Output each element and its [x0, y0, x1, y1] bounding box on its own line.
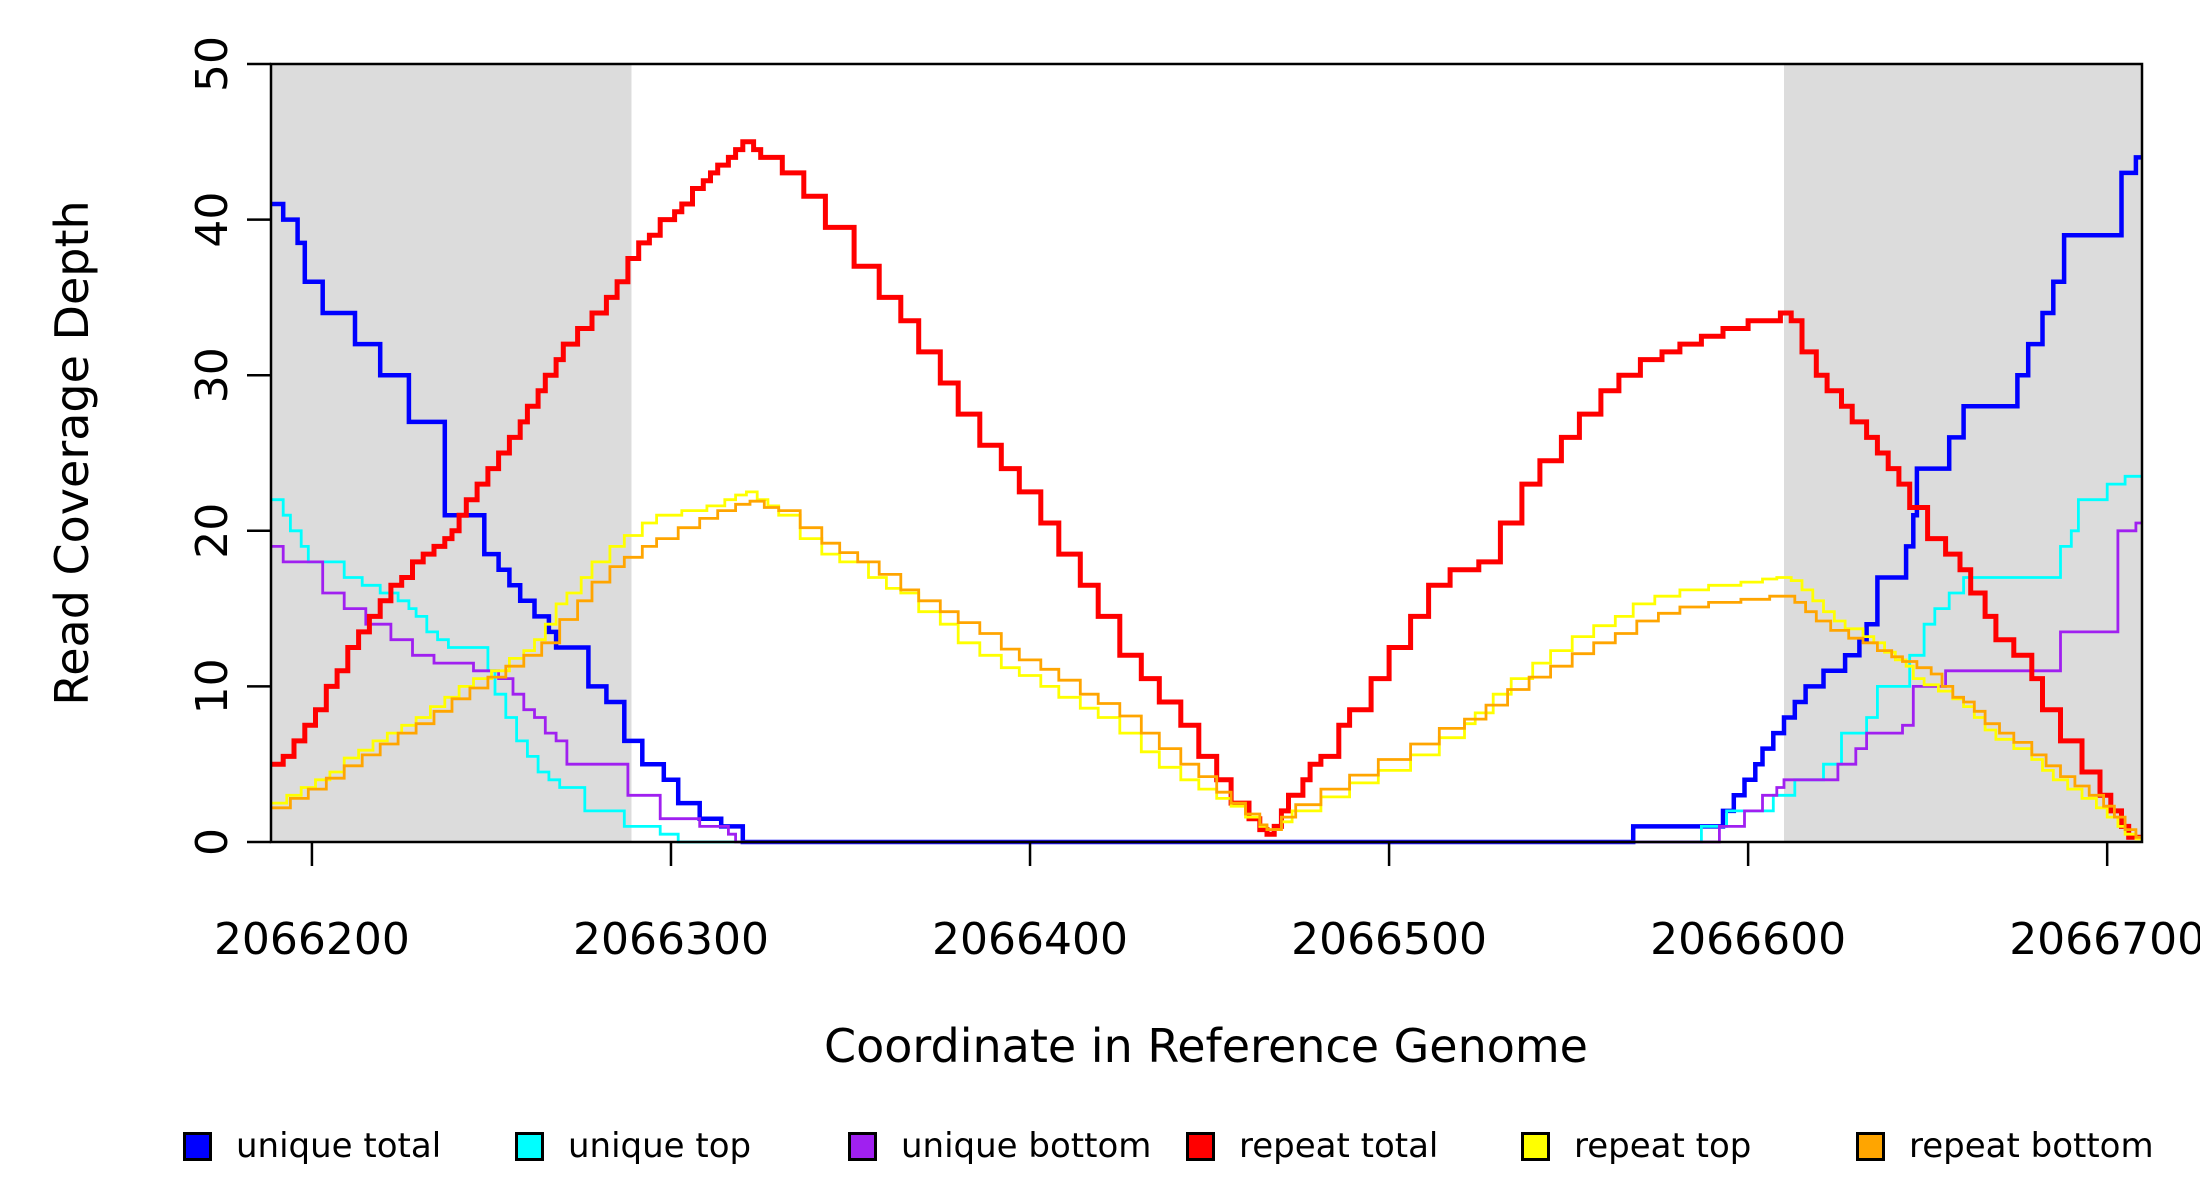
x-tick-label: 2066700 — [2009, 914, 2200, 965]
series-line-unique-bottom — [271, 521, 2142, 844]
y-axis-title: Read Coverage Depth — [45, 200, 99, 705]
shaded-regions — [271, 64, 2142, 842]
legend-label: unique total — [236, 1126, 442, 1166]
legend-swatch-repeat-total — [1186, 1131, 1215, 1161]
x-tick-label: 2066600 — [1650, 914, 1846, 965]
x-axis-title: Coordinate in Reference Genome — [824, 1019, 1588, 1073]
y-tick-label: 10 — [187, 658, 238, 714]
axis-ticks: 2066200 2066300 2066400 2066500 2066600 20667… — [187, 36, 2200, 965]
legend-swatch-unique-bottom — [848, 1131, 877, 1161]
y-tick-label: 40 — [187, 192, 238, 248]
legend-label: repeat bottom — [1909, 1126, 2154, 1166]
shaded-region — [271, 64, 632, 842]
series-line-repeat-total — [271, 139, 2142, 840]
legend-label: unique top — [568, 1126, 752, 1166]
legend-swatch-repeat-top — [1521, 1131, 1550, 1161]
legend-swatch-unique-total — [183, 1131, 212, 1161]
series-lines — [271, 139, 2142, 845]
y-tick-label: 0 — [187, 828, 238, 856]
legend-label: repeat top — [1574, 1126, 1752, 1166]
plot-border — [269, 62, 2144, 844]
y-tick-label: 50 — [187, 36, 238, 92]
shaded-region — [1784, 64, 2142, 842]
legend-item-repeat-total: repeat total — [1186, 1126, 1438, 1166]
x-tick-label: 2066500 — [1291, 914, 1487, 965]
series-line-unique-total — [271, 155, 2142, 845]
legend: unique total unique top unique bottom re… — [0, 1126, 2200, 1170]
x-tick-label: 2066200 — [214, 914, 410, 965]
legend-item-unique-total: unique total — [183, 1126, 441, 1166]
legend-item-unique-top: unique top — [515, 1126, 751, 1166]
y-tick-label: 20 — [187, 503, 238, 559]
legend-item-unique-bottom: unique bottom — [848, 1126, 1151, 1166]
x-tick-label: 2066300 — [573, 914, 769, 965]
x-tick-label: 2066400 — [932, 914, 1128, 965]
series-line-repeat-top — [271, 490, 2142, 841]
legend-label: repeat total — [1239, 1126, 1439, 1166]
legend-swatch-repeat-bottom — [1856, 1131, 1885, 1161]
legend-label: unique bottom — [901, 1126, 1152, 1166]
legend-item-repeat-top: repeat top — [1521, 1126, 1751, 1166]
legend-item-repeat-bottom: repeat bottom — [1856, 1126, 2154, 1166]
legend-swatch-unique-top — [515, 1131, 544, 1161]
y-tick-label: 30 — [187, 347, 238, 403]
series-line-repeat-bottom — [271, 499, 2142, 839]
